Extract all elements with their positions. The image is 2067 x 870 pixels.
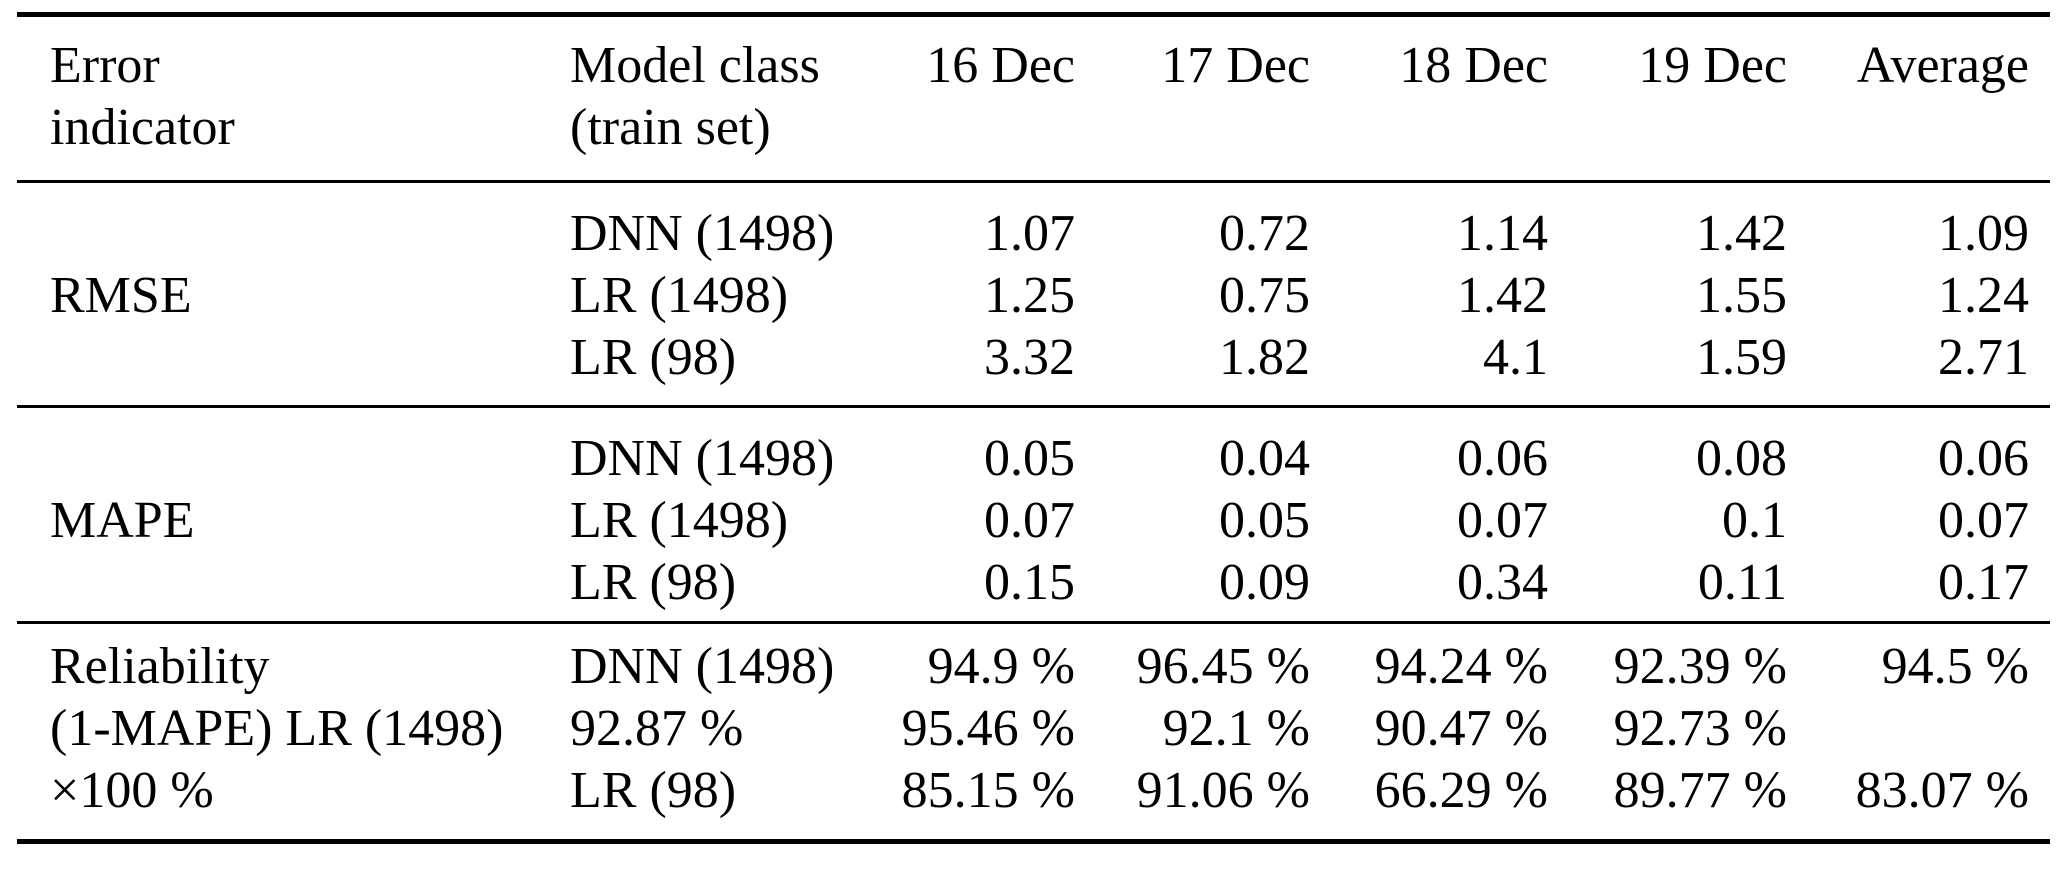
header-model-class-line2: (train set) — [570, 99, 771, 156]
value-cell: 3.32 — [984, 329, 1075, 386]
value-cell: 0.07 — [1457, 492, 1548, 549]
value-cell: 89.77 % — [1613, 762, 1787, 819]
value-cell: 0.09 — [1219, 554, 1310, 611]
row-label-cell — [17, 327, 557, 389]
value-cell: 1.55 — [1696, 267, 1787, 324]
row-label-cell: ×100 % — [50, 762, 214, 819]
header-error-indicator-line2: indicator — [50, 99, 235, 156]
results-table: Error indicator Model class (train set) … — [17, 12, 2050, 844]
value-cell: 92.1 % — [1162, 700, 1310, 757]
table-row: LR (98) 3.32 1.82 4.1 1.59 2.71 — [17, 327, 2029, 389]
table-header: Error indicator Model class (train set) … — [17, 17, 2050, 183]
value-cell: 0.05 — [984, 430, 1075, 487]
model-class-cell: LR (98) — [570, 554, 737, 611]
header-date-19dec: 19 Dec — [1638, 37, 1787, 94]
model-class-cell: DNN (1498) — [570, 638, 835, 695]
table-row: DNN (1498) 1.07 0.72 1.14 1.42 1.09 — [17, 203, 2029, 265]
value-cell: 92.39 % — [1613, 638, 1787, 695]
value-cell: 0.17 — [1938, 554, 2029, 611]
value-cell: 94.9 % — [927, 638, 1075, 695]
header-error-indicator: Error indicator — [17, 35, 557, 159]
header-model-class: Model class (train set) — [557, 35, 860, 159]
value-cell: 1.42 — [1457, 267, 1548, 324]
row-label-cell — [17, 552, 557, 614]
model-class-cell: LR (1498) — [570, 492, 789, 549]
value-cell: 0.34 — [1457, 554, 1548, 611]
value-cell: 0.07 — [1938, 492, 2029, 549]
header-date-17dec: 17 Dec — [1161, 37, 1310, 94]
header-date-16dec: 16 Dec — [926, 37, 1075, 94]
value-cell: 1.82 — [1219, 329, 1310, 386]
table-row: (1-MAPE) LR (1498) 92.87 % 95.46 % 92.1 … — [17, 698, 2029, 760]
value-cell: 95.46 % — [901, 700, 1075, 757]
value-cell: 0.06 — [1938, 430, 2029, 487]
section-reliability: Reliability DNN (1498) 94.9 % 96.45 % 94… — [17, 624, 2050, 839]
value-cell: 85.15 % — [901, 762, 1075, 819]
value-cell: 2.71 — [1938, 329, 2029, 386]
table-row: DNN (1498) 0.05 0.04 0.06 0.08 0.06 — [17, 428, 2029, 490]
value-cell: 0.75 — [1219, 267, 1310, 324]
value-cell: 94.24 % — [1374, 638, 1548, 695]
value-cell: 90.47 % — [1374, 700, 1548, 757]
table-row: MAPE LR (1498) 0.07 0.05 0.07 0.1 0.07 — [17, 490, 2029, 552]
value-cell: 4.1 — [1483, 329, 1548, 386]
row-label-cell: RMSE — [50, 267, 192, 324]
header-error-indicator-line1: Error — [50, 37, 160, 94]
table-row: Reliability DNN (1498) 94.9 % 96.45 % 94… — [17, 636, 2029, 698]
table-row: RMSE LR (1498) 1.25 0.75 1.42 1.55 1.24 — [17, 265, 2029, 327]
value-cell: 0.72 — [1219, 205, 1310, 262]
value-cell: 0.07 — [984, 492, 1075, 549]
value-cell: 1.42 — [1696, 205, 1787, 262]
header-row: Error indicator Model class (train set) … — [17, 35, 2029, 159]
value-cell: 94.5 % — [1881, 638, 2029, 695]
header-average: Average — [1856, 37, 2029, 94]
row-label-cell: MAPE — [50, 492, 195, 549]
model-class-cell: LR (98) — [570, 329, 737, 386]
table-row: ×100 % LR (98) 85.15 % 91.06 % 66.29 % 8… — [17, 760, 2029, 822]
section-mape: DNN (1498) 0.05 0.04 0.06 0.08 0.06 MAPE… — [17, 408, 2050, 624]
model-class-cell: DNN (1498) — [570, 205, 835, 262]
model-class-cell: LR (98) — [570, 762, 737, 819]
value-cell: 66.29 % — [1374, 762, 1548, 819]
row-label-cell: (1-MAPE) LR (1498) — [50, 700, 504, 757]
model-class-cell: 92.87 % — [570, 700, 744, 757]
value-cell: 0.11 — [1697, 554, 1787, 611]
model-class-cell: LR (1498) — [570, 267, 789, 324]
model-class-cell: DNN (1498) — [570, 430, 835, 487]
value-cell: 0.15 — [984, 554, 1075, 611]
value-cell: 1.24 — [1938, 267, 2029, 324]
value-cell: 91.06 % — [1136, 762, 1310, 819]
value-cell: 92.73 % — [1613, 700, 1787, 757]
value-cell: 1.59 — [1696, 329, 1787, 386]
value-cell: 1.07 — [984, 205, 1075, 262]
value-cell — [1787, 698, 2029, 760]
value-cell: 0.1 — [1722, 492, 1787, 549]
value-cell: 1.09 — [1938, 205, 2029, 262]
value-cell: 0.08 — [1696, 430, 1787, 487]
value-cell: 0.06 — [1457, 430, 1548, 487]
value-cell: 1.14 — [1457, 205, 1548, 262]
table-row: LR (98) 0.15 0.09 0.34 0.11 0.17 — [17, 552, 2029, 614]
section-rmse: DNN (1498) 1.07 0.72 1.14 1.42 1.09 RMSE… — [17, 183, 2050, 408]
value-cell: 96.45 % — [1136, 638, 1310, 695]
header-date-18dec: 18 Dec — [1399, 37, 1548, 94]
row-label-cell: Reliability — [50, 638, 270, 695]
value-cell: 0.04 — [1219, 430, 1310, 487]
value-cell: 1.25 — [984, 267, 1075, 324]
value-cell: 83.07 % — [1855, 762, 2029, 819]
row-label-cell — [17, 203, 557, 265]
row-label-cell — [17, 428, 557, 490]
value-cell: 0.05 — [1219, 492, 1310, 549]
header-model-class-line1: Model class — [570, 37, 820, 94]
